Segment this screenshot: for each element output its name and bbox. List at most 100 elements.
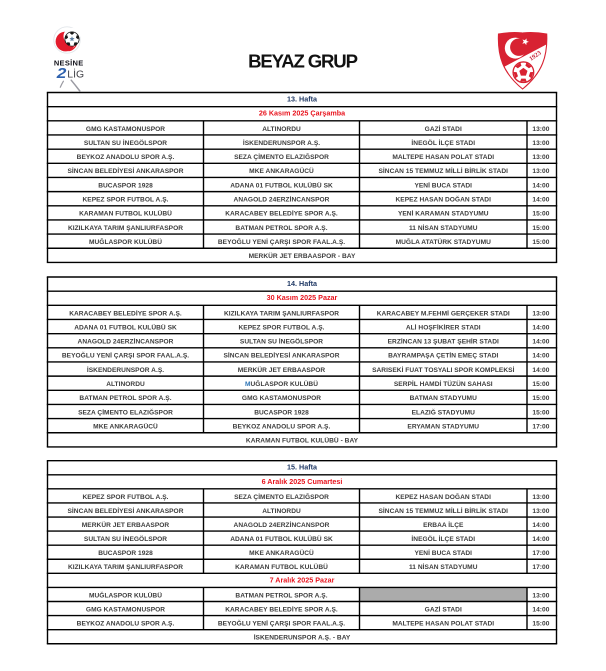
svg-text:MKE ANKARAGÜCÜ: MKE ANKARAGÜCÜ — [249, 166, 314, 175]
svg-text:SİNCAN 15 TEMMUZ MİLLİ BİRLİK: SİNCAN 15 TEMMUZ MİLLİ BİRLİK STADI — [378, 167, 508, 175]
svg-text:15:00: 15:00 — [532, 211, 549, 218]
svg-text:SİNCAN 15 TEMMUZ MİLLİ BİRLİK: SİNCAN 15 TEMMUZ MİLLİ BİRLİK STADI — [378, 507, 508, 515]
svg-text:YENİ BUCA STADI: YENİ BUCA STADI — [414, 181, 472, 189]
svg-text:KEPEZ SPOR FUTBOL A.Ş.: KEPEZ SPOR FUTBOL A.Ş. — [238, 324, 324, 331]
svg-text:13:00: 13:00 — [532, 140, 549, 147]
svg-text:BATMAN PETROL SPOR A.Ş.: BATMAN PETROL SPOR A.Ş. — [79, 395, 171, 402]
svg-text:ADANA 01 FUTBOL KULÜBÜ SK: ADANA 01 FUTBOL KULÜBÜ SK — [74, 322, 177, 331]
svg-text:ADANA 01 FUTBOL KULÜBÜ SK: ADANA 01 FUTBOL KULÜBÜ SK — [230, 180, 333, 189]
svg-text:YENİ KARAMAN STADYUMU: YENİ KARAMAN STADYUMU — [398, 210, 489, 218]
svg-text:MUĞLASPOR KULÜBÜ: MUĞLASPOR KULÜBÜ — [245, 379, 318, 388]
svg-text:11 NİSAN STADYUMU: 11 NİSAN STADYUMU — [409, 563, 478, 571]
svg-text:GAZİ STADI: GAZİ STADI — [425, 605, 462, 613]
svg-text:KEPEZ HASAN DOĞAN STADI: KEPEZ HASAN DOĞAN STADI — [396, 195, 492, 204]
svg-text:KEPEZ SPOR FUTBOL A.Ş.: KEPEZ SPOR FUTBOL A.Ş. — [82, 197, 168, 204]
svg-text:ALTINORDU: ALTINORDU — [106, 381, 145, 388]
svg-text:13:00: 13:00 — [532, 310, 549, 317]
svg-text:ALTINORDU: ALTINORDU — [262, 508, 301, 515]
svg-text:17:00: 17:00 — [532, 424, 549, 431]
svg-text:14:00: 14:00 — [532, 606, 549, 613]
svg-text:MKE ANKARAGÜCÜ: MKE ANKARAGÜCÜ — [93, 422, 158, 431]
svg-text:SEZA ÇİMENTO ELAZIĞSPOR: SEZA ÇİMENTO ELAZIĞSPOR — [234, 492, 329, 501]
svg-text:11 NİSAN STADYUMU: 11 NİSAN STADYUMU — [409, 224, 478, 232]
svg-text:15. Hafta: 15. Hafta — [287, 463, 318, 472]
svg-text:ANAGOLD 24ERZİNCANSPOR: ANAGOLD 24ERZİNCANSPOR — [234, 521, 330, 529]
svg-text:BATMAN STADYUMU: BATMAN STADYUMU — [410, 395, 477, 402]
svg-text:MALTEPE HASAN POLAT STADI: MALTEPE HASAN POLAT STADI — [392, 620, 494, 627]
svg-text:14:00: 14:00 — [532, 339, 549, 346]
svg-text:KIZILKAYA TARIM ŞANLIURFASPOR: KIZILKAYA TARIM ŞANLIURFASPOR — [224, 310, 339, 317]
svg-text:KARAMAN FUTBOL KULÜBÜ: KARAMAN FUTBOL KULÜBÜ — [235, 562, 328, 571]
svg-text:SULTAN SU İNEGÖLSPOR: SULTAN SU İNEGÖLSPOR — [240, 337, 323, 346]
svg-text:14:00: 14:00 — [532, 182, 549, 189]
svg-text:14:00: 14:00 — [532, 324, 549, 331]
svg-text:ANAGOLD 24ERZİNCANSPOR: ANAGOLD 24ERZİNCANSPOR — [234, 196, 330, 204]
svg-text:15:00: 15:00 — [532, 381, 549, 388]
svg-text:MERKÜR JET ERBAASPOR - BAY: MERKÜR JET ERBAASPOR - BAY — [249, 251, 356, 260]
svg-text:GAZİ STADI: GAZİ STADI — [425, 125, 462, 133]
svg-text:6 Aralık 2025 Cumartesi: 6 Aralık 2025 Cumartesi — [262, 477, 343, 486]
svg-text:ELAZIĞ STADYUMU: ELAZIĞ STADYUMU — [412, 407, 476, 416]
svg-text:26 Kasım 2025 Çarşamba: 26 Kasım 2025 Çarşamba — [259, 109, 346, 118]
svg-text:SEZA ÇİMENTO ELAZIĞSPOR: SEZA ÇİMENTO ELAZIĞSPOR — [234, 152, 329, 161]
svg-text:13:00: 13:00 — [532, 508, 549, 515]
svg-text:İNEGÖL İLÇE STADI: İNEGÖL İLÇE STADI — [411, 138, 475, 147]
svg-text:13:00: 13:00 — [532, 126, 549, 133]
svg-text:LİG: LİG — [67, 68, 84, 81]
svg-text:30 Kasım 2025 Pazar: 30 Kasım 2025 Pazar — [267, 293, 338, 302]
svg-text:İSKENDERUNSPOR A.Ş. - BAY: İSKENDERUNSPOR A.Ş. - BAY — [254, 634, 351, 642]
svg-text:BUCASPOR 1928: BUCASPOR 1928 — [98, 550, 153, 557]
svg-text:BEYKOZ ANADOLU SPOR A.Ş.: BEYKOZ ANADOLU SPOR A.Ş. — [233, 424, 331, 431]
svg-text:17:00: 17:00 — [532, 550, 549, 557]
svg-text:MERKÜR JET ERBAASPOR: MERKÜR JET ERBAASPOR — [238, 365, 326, 374]
svg-text:İSKENDERUNSPOR A.Ş.: İSKENDERUNSPOR A.Ş. — [243, 139, 320, 147]
svg-text:SULTAN SU İNEGÖLSPOR: SULTAN SU İNEGÖLSPOR — [84, 138, 167, 147]
svg-text:KARACABEY BELEDİYE SPOR A.Ş.: KARACABEY BELEDİYE SPOR A.Ş. — [69, 309, 182, 317]
svg-text:BEYKOZ ANADOLU SPOR A.Ş.: BEYKOZ ANADOLU SPOR A.Ş. — [77, 154, 175, 161]
svg-text:15:00: 15:00 — [532, 239, 549, 246]
svg-text:ERBAA İLÇE: ERBAA İLÇE — [423, 521, 464, 529]
svg-text:2: 2 — [56, 66, 67, 81]
svg-text:14:00: 14:00 — [532, 197, 549, 204]
svg-text:14. Hafta: 14. Hafta — [287, 279, 318, 288]
svg-text:MALTEPE HASAN POLAT STADI: MALTEPE HASAN POLAT STADI — [392, 154, 494, 161]
svg-text:BAYRAMPAŞA ÇETİN EMEÇ STADI: BAYRAMPAŞA ÇETİN EMEÇ STADI — [388, 352, 498, 360]
svg-text:17:00: 17:00 — [532, 564, 549, 571]
svg-text:KARACABEY BELEDİYE SPOR A.Ş.: KARACABEY BELEDİYE SPOR A.Ş. — [225, 210, 338, 218]
svg-text:13:00: 13:00 — [532, 154, 549, 161]
svg-text:13:00: 13:00 — [532, 494, 549, 501]
svg-text:13. Hafta: 13. Hafta — [287, 95, 318, 104]
svg-text:GMG KASTAMONUSPOR: GMG KASTAMONUSPOR — [86, 606, 165, 613]
svg-text:BEYOĞLU YENİ ÇARŞI SPOR FAAL.A: BEYOĞLU YENİ ÇARŞI SPOR FAAL.A.Ş. — [62, 351, 189, 360]
svg-text:MUĞLASPOR KULÜBÜ: MUĞLASPOR KULÜBÜ — [89, 590, 162, 599]
svg-text:13:00: 13:00 — [532, 168, 549, 175]
svg-text:ERYAMAN STADYUMU: ERYAMAN STADYUMU — [407, 424, 479, 431]
svg-text:13:00: 13:00 — [532, 592, 549, 599]
svg-text:GMG KASTAMONUSPOR: GMG KASTAMONUSPOR — [86, 126, 165, 133]
svg-text:BUCASPOR 1928: BUCASPOR 1928 — [98, 182, 153, 189]
svg-text:KARACABEY M.FEHMİ GERÇEKER STA: KARACABEY M.FEHMİ GERÇEKER STADI — [377, 309, 510, 317]
svg-text:SİNCAN BELEDİYESİ ANKARASPOR: SİNCAN BELEDİYESİ ANKARASPOR — [68, 507, 184, 515]
svg-text:ADANA 01 FUTBOL KULÜBÜ SK: ADANA 01 FUTBOL KULÜBÜ SK — [230, 534, 333, 543]
svg-text:MUĞLA ATATÜRK STADYUMU: MUĞLA ATATÜRK STADYUMU — [396, 237, 491, 246]
svg-text:NESİNE: NESİNE — [54, 59, 84, 68]
svg-text:BEYKOZ ANADOLU SPOR A.Ş.: BEYKOZ ANADOLU SPOR A.Ş. — [77, 620, 175, 627]
svg-text:YENİ BUCA STADI: YENİ BUCA STADI — [414, 549, 472, 557]
svg-text:15:00: 15:00 — [532, 620, 549, 627]
svg-text:BEYOĞLU YENİ ÇARŞI SPOR FAAL.A: BEYOĞLU YENİ ÇARŞI SPOR FAAL.A.Ş. — [218, 237, 345, 246]
svg-text:SULTAN SU İNEGÖLSPOR: SULTAN SU İNEGÖLSPOR — [84, 534, 167, 543]
svg-text:ANAGOLD 24ERZİNCANSPOR: ANAGOLD 24ERZİNCANSPOR — [78, 338, 174, 346]
svg-text:MKE ANKARAGÜCÜ: MKE ANKARAGÜCÜ — [249, 548, 314, 557]
svg-text:MUĞLASPOR KULÜBÜ: MUĞLASPOR KULÜBÜ — [89, 237, 162, 246]
svg-text:BEYOĞLU YENİ ÇARŞI SPOR FAAL.A: BEYOĞLU YENİ ÇARŞI SPOR FAAL.A.Ş. — [218, 618, 345, 627]
svg-text:15:00: 15:00 — [532, 409, 549, 416]
svg-text:ALİ HOŞFİKİRER STADI: ALİ HOŞFİKİRER STADI — [406, 323, 481, 331]
svg-text:15:00: 15:00 — [532, 395, 549, 402]
svg-text:BATMAN PETROL SPOR A.Ş.: BATMAN PETROL SPOR A.Ş. — [235, 225, 327, 232]
svg-text:İNEGÖL İLÇE STADI: İNEGÖL İLÇE STADI — [411, 534, 475, 543]
svg-text:BATMAN PETROL SPOR A.Ş.: BATMAN PETROL SPOR A.Ş. — [235, 592, 327, 599]
svg-text:KIZILKAYA TARIM ŞANLIURFASPOR: KIZILKAYA TARIM ŞANLIURFASPOR — [68, 225, 183, 232]
svg-text:BEYAZ GRUP: BEYAZ GRUP — [248, 50, 357, 71]
svg-text:14:00: 14:00 — [532, 353, 549, 360]
svg-text:KEPEZ SPOR FUTBOL A.Ş.: KEPEZ SPOR FUTBOL A.Ş. — [82, 494, 168, 501]
